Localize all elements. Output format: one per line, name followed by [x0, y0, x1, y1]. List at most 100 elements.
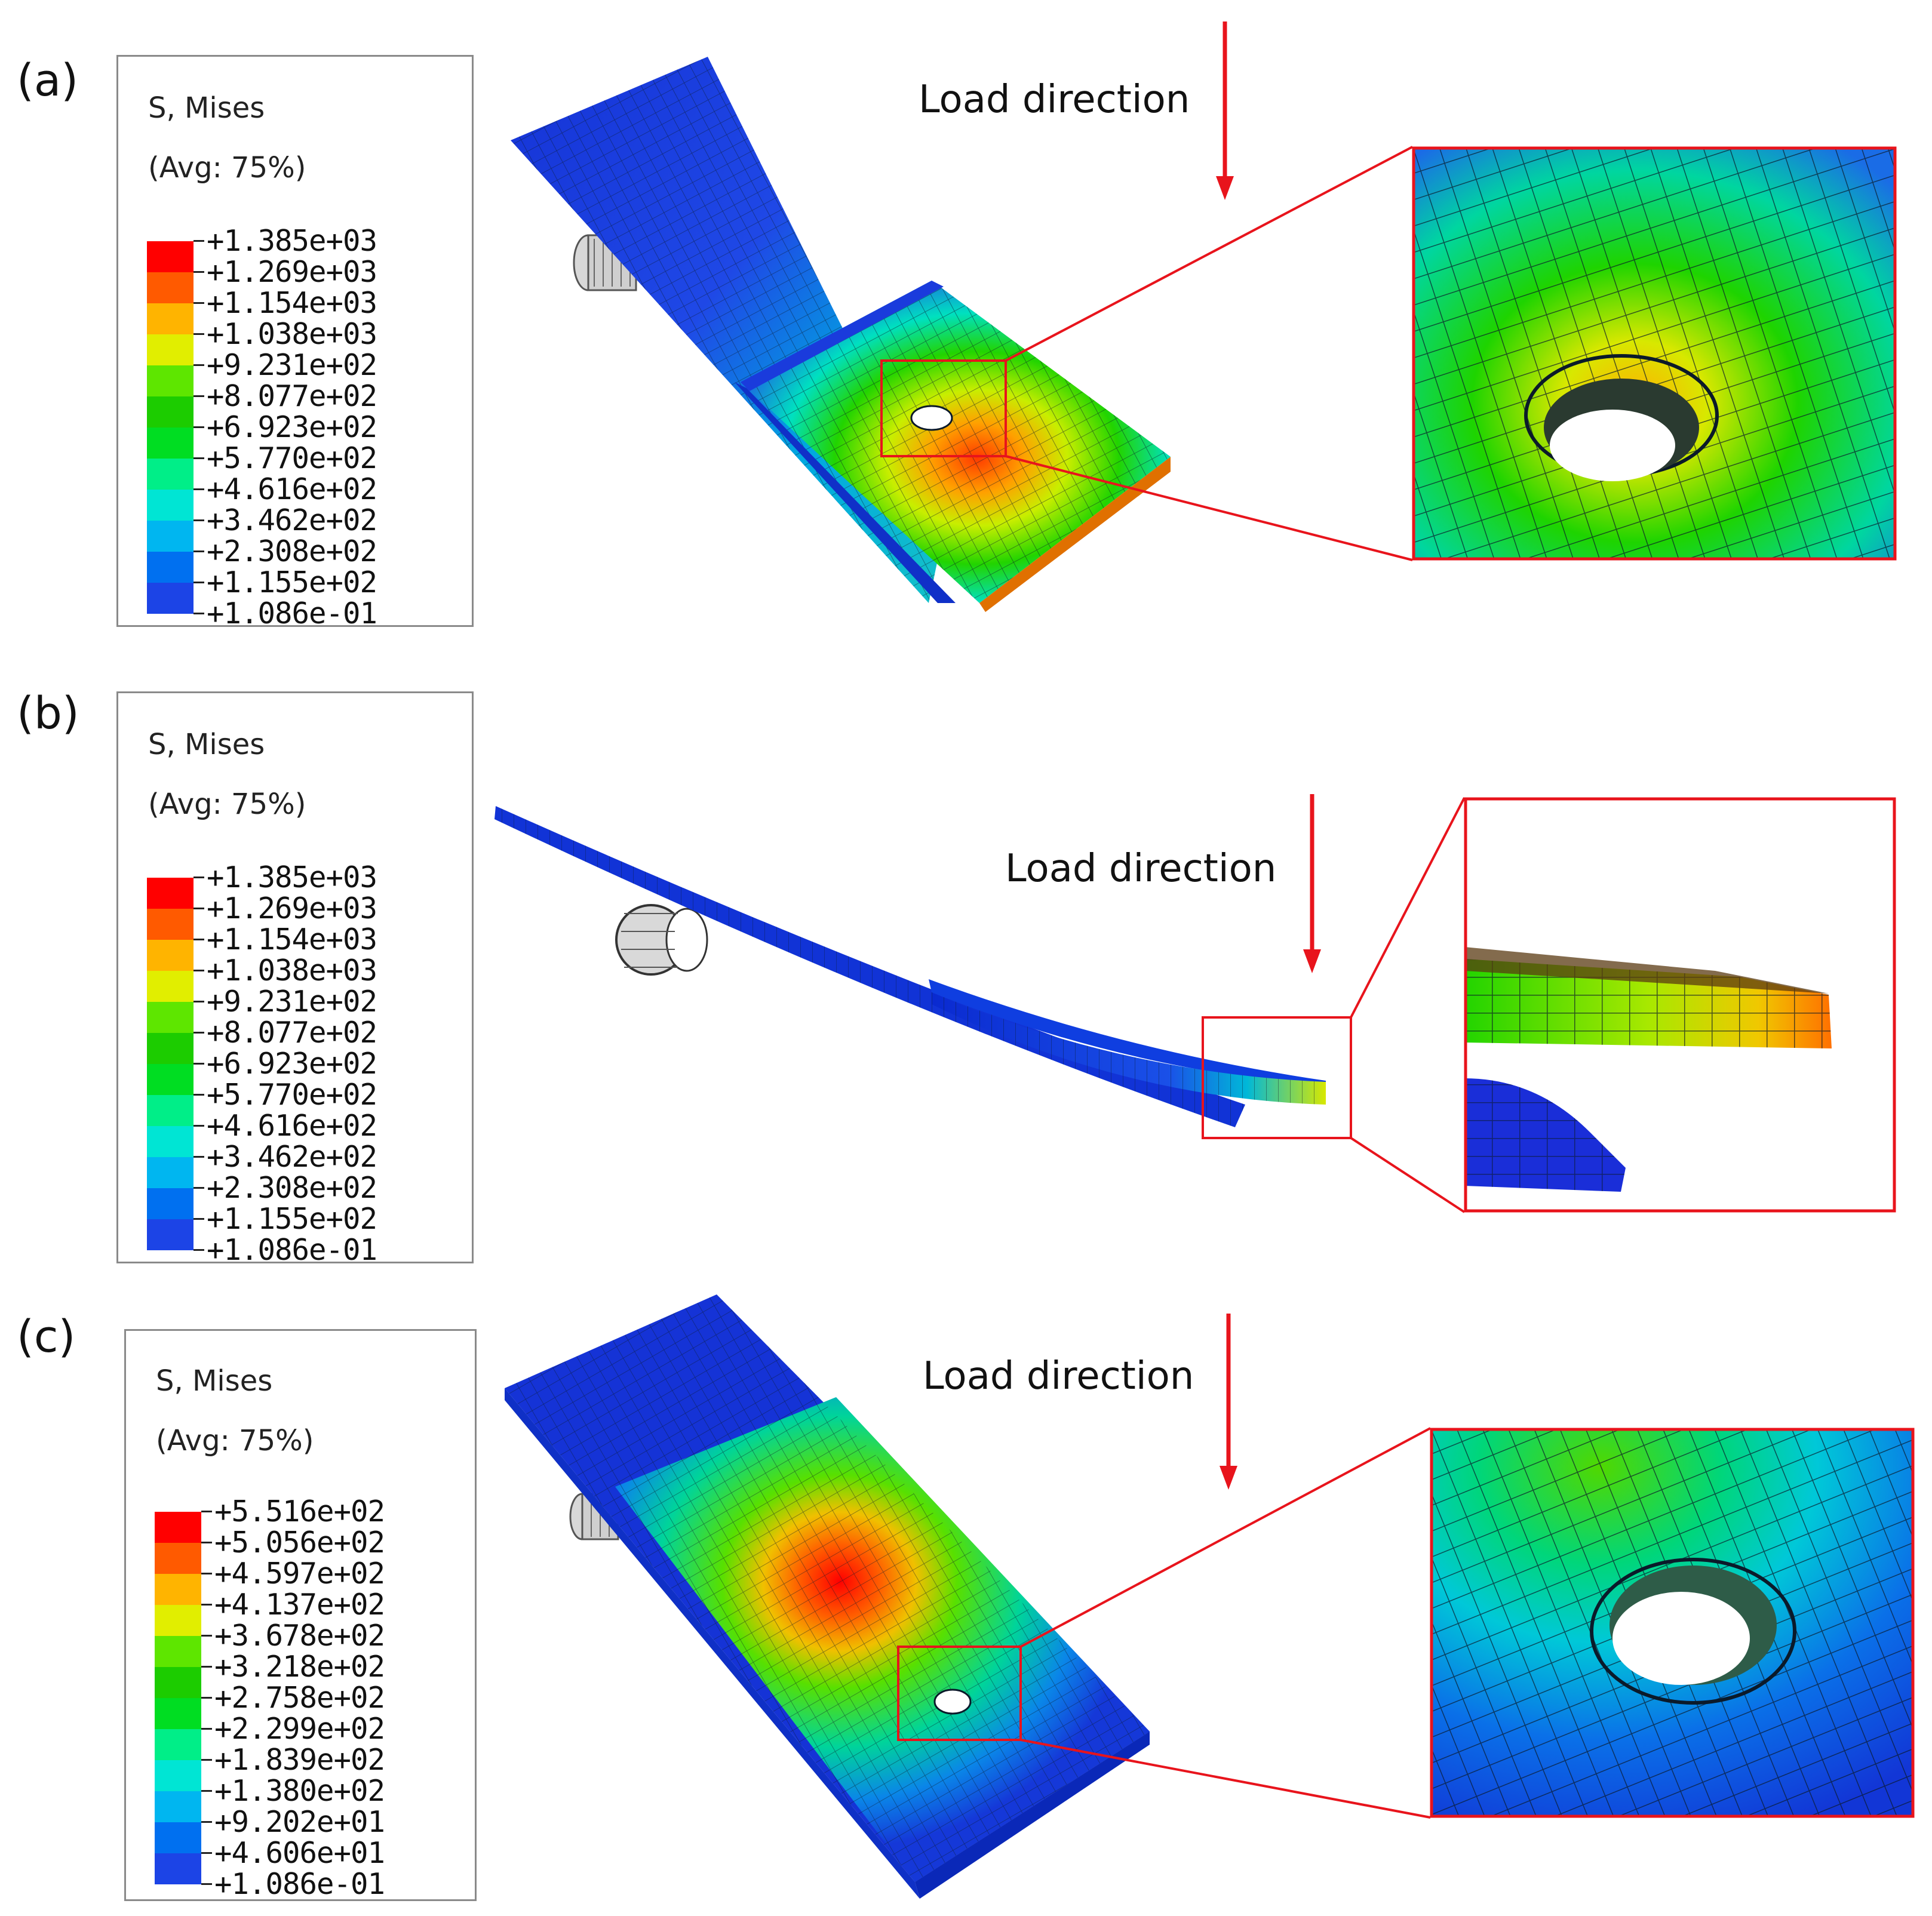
- legend-tick: [201, 1604, 212, 1606]
- load-direction-label: Load direction: [1005, 847, 1277, 891]
- legend-swatch: [155, 1512, 201, 1543]
- legend-title: S, Mises: [148, 91, 265, 125]
- legend-value: +1.839e+02: [214, 1743, 385, 1777]
- legend-subtitle: (Avg: 75%): [148, 151, 306, 184]
- legend-swatch: [155, 1791, 201, 1822]
- zoom-inset: [1430, 1428, 1915, 1818]
- zoom-inset: [1412, 146, 1897, 561]
- legend-tick: [193, 1249, 204, 1251]
- legend-swatch: [155, 1667, 201, 1698]
- legend-tick: [193, 908, 204, 909]
- legend-value: +1.385e+03: [207, 224, 377, 258]
- legend-value: +2.308e+02: [207, 1171, 377, 1205]
- legend-value: +3.218e+02: [214, 1650, 385, 1684]
- legend-swatch: [147, 241, 193, 272]
- legend-value: +5.516e+02: [214, 1494, 385, 1529]
- panel-b: (b) S, Mises (Avg: 75%) +1.385e+03 +1.269…: [0, 633, 1932, 1266]
- legend-tick: [193, 1032, 204, 1034]
- upper-plate: [929, 979, 1326, 1105]
- legend-swatch: [155, 1605, 201, 1636]
- legend-value: +1.154e+03: [207, 286, 377, 320]
- legend-tick: [193, 519, 204, 521]
- stress-legend: S, Mises (Avg: 75%) +1.385e+03 +1.269e+03…: [116, 691, 474, 1266]
- legend-value: +4.597e+02: [214, 1557, 385, 1591]
- legend-swatch: [147, 1188, 193, 1219]
- legend-value: +3.462e+02: [207, 503, 377, 537]
- legend-swatch: [147, 1095, 193, 1126]
- legend-swatch: [147, 1064, 193, 1095]
- legend-swatch: [147, 334, 193, 365]
- legend-value: +2.308e+02: [207, 534, 377, 568]
- legend-swatch: [147, 428, 193, 459]
- legend-value: +3.462e+02: [207, 1140, 377, 1174]
- legend-value: +6.923e+02: [207, 410, 377, 444]
- legend-swatch: [147, 1033, 193, 1064]
- legend-title: S, Mises: [156, 1364, 273, 1398]
- load-direction-label: Load direction: [923, 1354, 1194, 1398]
- legend-swatch: [147, 1126, 193, 1157]
- legend-scale: +5.516e+02 +5.056e+02 +4.597e+02 +4.137e+02…: [126, 1496, 478, 1902]
- legend-swatch: [155, 1636, 201, 1667]
- legend-value: +8.077e+02: [207, 379, 377, 413]
- legend-tick: [193, 426, 204, 428]
- legend-swatch: [147, 459, 193, 490]
- legend-swatch: [155, 1760, 201, 1791]
- legend-tick: [193, 271, 204, 273]
- legend-tick: [193, 876, 204, 878]
- legend-tick: [193, 240, 204, 242]
- legend-tick: [201, 1883, 212, 1885]
- legend-swatch: [147, 396, 193, 428]
- legend-tick: [201, 1666, 212, 1668]
- zoom-inset: [1464, 797, 1896, 1213]
- fe-model-view: [511, 21, 1413, 612]
- legend-value: +4.606e+01: [214, 1836, 385, 1870]
- legend-tick: [201, 1790, 212, 1792]
- legend-swatch: [147, 583, 193, 614]
- panel-label: (c): [17, 1311, 76, 1363]
- legend-scale: +1.385e+03 +1.269e+03 +1.154e+03 +1.038e+03…: [118, 226, 475, 632]
- zoom-indicator: [1202, 797, 1466, 1213]
- legend-tick: [193, 395, 204, 397]
- legend-value: +5.056e+02: [214, 1526, 385, 1560]
- legend-tick: [193, 1187, 204, 1189]
- legend-tick: [201, 1635, 212, 1637]
- legend-value: +1.086e-01: [207, 596, 377, 631]
- legend-tick: [193, 582, 204, 583]
- panel-label: (a): [17, 55, 79, 106]
- load-arrow: [1216, 21, 1234, 200]
- legend-swatch: [155, 1729, 201, 1760]
- legend-swatch: [155, 1822, 201, 1853]
- legend-swatch: [147, 365, 193, 396]
- load-direction-label: Load direction: [919, 78, 1190, 122]
- zoom-indicator: [897, 1427, 1431, 1819]
- panel-a: (a) S, Mises (Avg: 75%) +1.385e+03 +1.269…: [0, 0, 1932, 633]
- legend-tick: [193, 1125, 204, 1127]
- legend-tick: [193, 970, 204, 971]
- legend-tick: [201, 1542, 212, 1543]
- legend-swatch: [147, 1219, 193, 1250]
- legend-tick: [201, 1511, 212, 1512]
- legend-tick: [201, 1573, 212, 1574]
- legend-value: +4.616e+02: [207, 472, 377, 506]
- legend-value: +1.155e+02: [207, 1202, 377, 1236]
- legend-tick: [193, 1063, 204, 1065]
- zoom-indicator: [880, 146, 1413, 561]
- legend-swatch: [155, 1543, 201, 1574]
- legend-value: +9.231e+02: [207, 348, 377, 382]
- legend-swatch: [155, 1698, 201, 1729]
- load-arrow: [1303, 794, 1321, 973]
- stress-legend: S, Mises (Avg: 75%) +1.385e+03 +1.269e+03…: [116, 55, 474, 629]
- legend-value: +2.758e+02: [214, 1681, 385, 1715]
- legend-swatch: [147, 909, 193, 940]
- legend-value: +2.299e+02: [214, 1712, 385, 1746]
- fe-model-view: [505, 1294, 1431, 1899]
- legend-swatch: [155, 1853, 201, 1884]
- legend-value: +1.154e+03: [207, 922, 377, 957]
- legend-tick: [201, 1697, 212, 1699]
- legend-value: +9.202e+01: [214, 1805, 385, 1839]
- legend-value: +1.269e+03: [207, 891, 377, 925]
- legend-value: +1.385e+03: [207, 860, 377, 894]
- legend-subtitle: (Avg: 75%): [156, 1424, 314, 1457]
- stress-legend: S, Mises (Avg: 75%) +5.516e+02 +5.056e+02…: [124, 1329, 477, 1901]
- legend-tick: [193, 488, 204, 490]
